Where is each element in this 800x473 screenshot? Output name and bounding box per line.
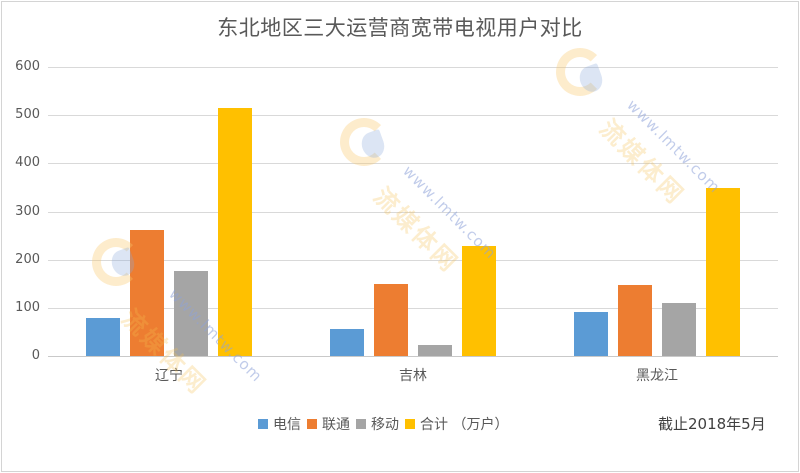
gridline-300 xyxy=(48,212,778,213)
bar-2-1 xyxy=(618,285,652,356)
bar-2-3 xyxy=(706,188,740,356)
bar-1-0 xyxy=(330,329,364,356)
x-axis-line xyxy=(48,356,778,357)
bar-2-2 xyxy=(662,303,696,356)
category-label-jilin: 吉林 xyxy=(399,368,427,384)
chart-title: 东北地区三大运营商宽带电视用户对比 xyxy=(217,16,583,40)
legend-swatch-icon xyxy=(307,419,317,429)
legend-item-telecom: 电信 xyxy=(258,414,301,434)
y-tick-label: 600 xyxy=(15,59,40,74)
bar-1-2 xyxy=(418,345,452,356)
legend: 电信 联通 移动 合计 （万户） xyxy=(258,414,514,434)
y-tick-label: 0 xyxy=(31,348,40,363)
bar-2-0 xyxy=(574,312,608,356)
y-tick-label: 200 xyxy=(15,252,40,267)
legend-item-total: 合计 （万户） xyxy=(405,414,508,434)
gridline-600 xyxy=(48,67,778,68)
legend-label: 移动 xyxy=(371,417,399,433)
legend-swatch-icon xyxy=(258,419,268,429)
legend-label: 合计 （万户） xyxy=(420,417,509,433)
bar-0-3 xyxy=(218,108,252,356)
legend-item-mobile: 移动 xyxy=(356,414,399,434)
gridline-500 xyxy=(48,115,778,116)
y-tick-label: 500 xyxy=(15,107,40,122)
gridline-200 xyxy=(48,260,778,261)
bar-0-2 xyxy=(174,271,208,356)
bar-1-3 xyxy=(462,246,496,356)
bar-0-0 xyxy=(86,318,120,356)
legend-label: 电信 xyxy=(273,417,301,433)
date-note: 截止2018年5月 xyxy=(658,415,766,433)
bar-0-1 xyxy=(130,230,164,356)
legend-swatch-icon xyxy=(356,419,366,429)
y-tick-label: 100 xyxy=(15,300,40,315)
bar-1-1 xyxy=(374,284,408,356)
legend-swatch-icon xyxy=(405,419,415,429)
category-label-liaoning: 辽宁 xyxy=(155,368,183,384)
gridline-400 xyxy=(48,163,778,164)
gridline-100 xyxy=(48,308,778,309)
y-tick-label: 300 xyxy=(15,204,40,219)
y-tick-label: 400 xyxy=(15,155,40,170)
legend-item-unicom: 联通 xyxy=(307,414,350,434)
legend-label: 联通 xyxy=(322,417,350,433)
category-label-heilongjiang: 黑龙江 xyxy=(636,368,678,384)
